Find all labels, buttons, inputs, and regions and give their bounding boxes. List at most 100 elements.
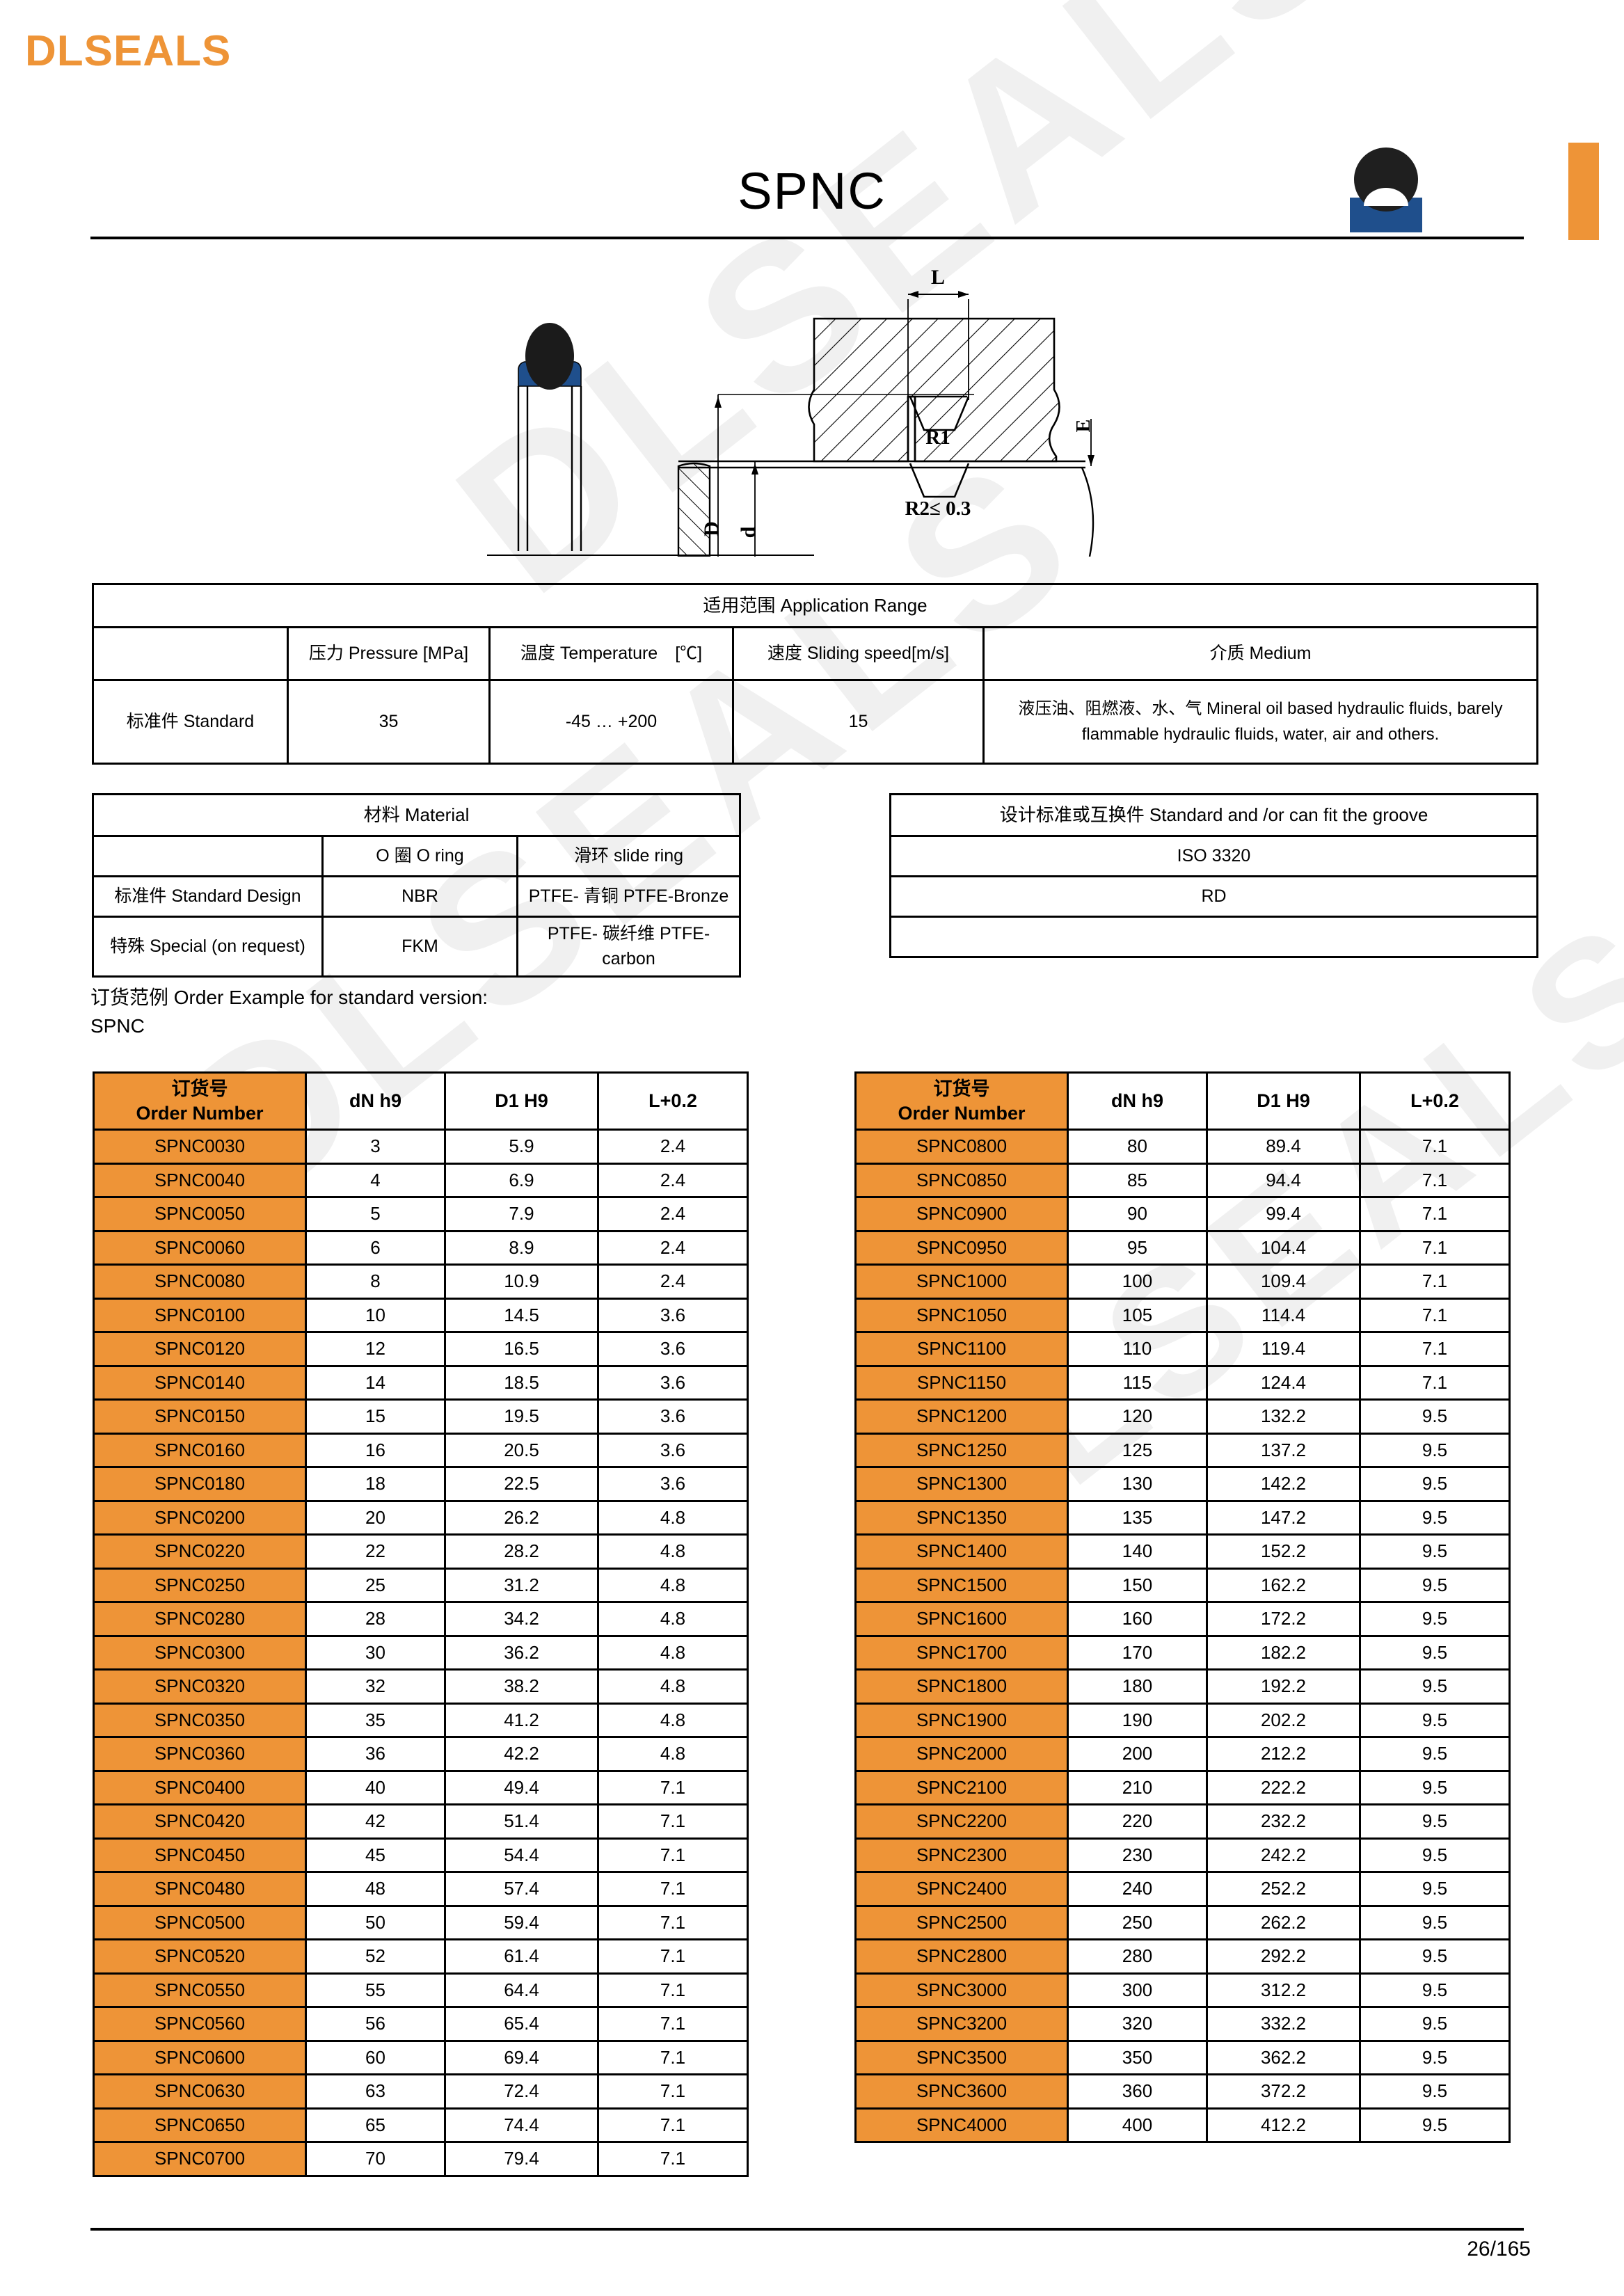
- cell-order-number: SPNC0120: [93, 1331, 307, 1367]
- cell-order-number: SPNC0500: [93, 1904, 307, 1940]
- cell-dn: 220: [1067, 1803, 1208, 1840]
- header-slide-ring: 滑环 slide ring: [516, 835, 742, 877]
- table-row: ISO 3320: [889, 835, 1538, 877]
- cell-d1: 242.2: [1206, 1837, 1361, 1873]
- cell-order-number: SPNC1900: [854, 1702, 1069, 1738]
- dimension-E: E: [1073, 419, 1094, 466]
- cell-dn: 63: [305, 2073, 446, 2110]
- cell-order-number: SPNC0140: [93, 1364, 307, 1401]
- cell-dn: 36: [305, 1736, 446, 1772]
- cell-d1: 124.4: [1206, 1364, 1361, 1401]
- value-o-ring-standard: NBR: [321, 875, 518, 918]
- table-row: SPNC1000 100 109.4 7.1: [854, 1263, 1511, 1300]
- header-divider: [90, 237, 1524, 239]
- cell-order-number: SPNC1350: [854, 1499, 1069, 1536]
- cell-d1: 292.2: [1206, 1938, 1361, 1975]
- cell-dn: 80: [1067, 1129, 1208, 1165]
- cell-l: 7.1: [597, 1769, 749, 1805]
- cell-dn: 48: [305, 1871, 446, 1907]
- standard-fit-title: 设计标准或互换件 Standard and /or can fit the gr…: [889, 793, 1538, 837]
- dim-label-E: E: [1073, 420, 1094, 433]
- table-row: SPNC1350 135 147.2 9.5: [854, 1499, 1511, 1536]
- cell-order-number: SPNC1400: [854, 1533, 1069, 1570]
- header-blank: [92, 835, 324, 877]
- row-label-special: 特殊 Special (on request): [92, 916, 324, 978]
- cell-d1: 64.4: [444, 1972, 599, 2008]
- cell-order-number: SPNC1600: [854, 1601, 1069, 1637]
- cell-l: 7.1: [597, 1938, 749, 1975]
- table-row: SPNC2200 220 232.2 9.5: [854, 1803, 1511, 1840]
- table-row: SPNC3200 320 332.2 9.5: [854, 2006, 1511, 2042]
- cell-dn: 125: [1067, 1432, 1208, 1468]
- cell-l: 9.5: [1359, 1736, 1511, 1772]
- table-row: SPNC1600 160 172.2 9.5: [854, 1601, 1511, 1637]
- cell-d1: 19.5: [444, 1398, 599, 1435]
- cell-dn: 35: [305, 1702, 446, 1738]
- cell-d1: 262.2: [1206, 1904, 1361, 1940]
- value-o-ring-special: FKM: [321, 916, 518, 978]
- dimension-L: L: [907, 266, 969, 400]
- cell-dn: 40: [305, 1769, 446, 1805]
- cell-order-number: SPNC0520: [93, 1938, 307, 1975]
- cell-dn: 400: [1067, 2107, 1208, 2143]
- table-row: SPNC2400 240 252.2 9.5: [854, 1871, 1511, 1907]
- cell-order-number: SPNC1100: [854, 1331, 1069, 1367]
- table-row: SPNC1900 190 202.2 9.5: [854, 1702, 1511, 1738]
- table-row: SPNC0060 6 8.9 2.4: [93, 1229, 749, 1266]
- cell-dn: 360: [1067, 2073, 1208, 2110]
- cell-d1: 69.4: [444, 2039, 599, 2075]
- table-row: SPNC0630 63 72.4 7.1: [93, 2073, 749, 2110]
- table-row: SPNC1400 140 152.2 9.5: [854, 1533, 1511, 1570]
- table-row: SPNC0500 50 59.4 7.1: [93, 1904, 749, 1940]
- cell-l: 2.4: [597, 1229, 749, 1266]
- seal-profile-icon: [1343, 148, 1429, 232]
- table-row: SPNC0200 20 26.2 4.8: [93, 1499, 749, 1536]
- dim-label-R1: R1: [925, 426, 950, 449]
- cell-d1: 94.4: [1206, 1162, 1361, 1198]
- cell-l: 7.1: [597, 2107, 749, 2143]
- cell-l: 9.5: [1359, 2006, 1511, 2042]
- cell-l: 3.6: [597, 1466, 749, 1502]
- cell-order-number: SPNC0600: [93, 2039, 307, 2075]
- cell-l: 9.5: [1359, 1533, 1511, 1570]
- header-order-number: 订货号 Order Number: [93, 1071, 307, 1131]
- cell-order-number: SPNC0280: [93, 1601, 307, 1637]
- cell-l: 4.8: [597, 1668, 749, 1705]
- cell-l: 3.6: [597, 1364, 749, 1401]
- cell-d1: 142.2: [1206, 1466, 1361, 1502]
- row-label-standard-design: 标准件 Standard Design: [92, 875, 324, 918]
- cell-dn: 100: [1067, 1263, 1208, 1300]
- cell-dn: 42: [305, 1803, 446, 1840]
- cell-order-number: SPNC3200: [854, 2006, 1069, 2042]
- cell-dn: 70: [305, 2141, 446, 2177]
- cell-dn: 10: [305, 1297, 446, 1333]
- cell-l: 2.4: [597, 1162, 749, 1198]
- value-standard-iso: ISO 3320: [889, 835, 1538, 877]
- cell-l: 7.1: [1359, 1129, 1511, 1165]
- order-example-line2: SPNC: [90, 1014, 145, 1037]
- cell-order-number: SPNC0050: [93, 1196, 307, 1232]
- value-pressure: 35: [287, 679, 491, 765]
- cell-l: 4.8: [597, 1499, 749, 1536]
- cell-order-number: SPNC0550: [93, 1972, 307, 2008]
- table-row: SPNC0420 42 51.4 7.1: [93, 1803, 749, 1840]
- cell-l: 7.1: [1359, 1331, 1511, 1367]
- cell-order-number: SPNC0320: [93, 1668, 307, 1705]
- table-row: SPNC0900 90 99.4 7.1: [854, 1196, 1511, 1232]
- cell-d1: 18.5: [444, 1364, 599, 1401]
- cell-order-number: SPNC1150: [854, 1364, 1069, 1401]
- header-d1: D1 H9: [444, 1071, 599, 1131]
- header-dn: dN h9: [1067, 1071, 1208, 1131]
- cell-dn: 52: [305, 1938, 446, 1975]
- cell-d1: 41.2: [444, 1702, 599, 1738]
- cell-dn: 16: [305, 1432, 446, 1468]
- cell-d1: 332.2: [1206, 2006, 1361, 2042]
- cell-d1: 26.2: [444, 1499, 599, 1536]
- cell-l: 7.1: [1359, 1162, 1511, 1198]
- header-order-number-cn: 订货号: [933, 1078, 990, 1099]
- cell-dn: 18: [305, 1466, 446, 1502]
- header-sliding-speed: 速度 Sliding speed[m/s]: [732, 626, 985, 681]
- cell-dn: 110: [1067, 1331, 1208, 1367]
- cell-d1: 57.4: [444, 1871, 599, 1907]
- value-standard-rd: RD: [889, 875, 1538, 918]
